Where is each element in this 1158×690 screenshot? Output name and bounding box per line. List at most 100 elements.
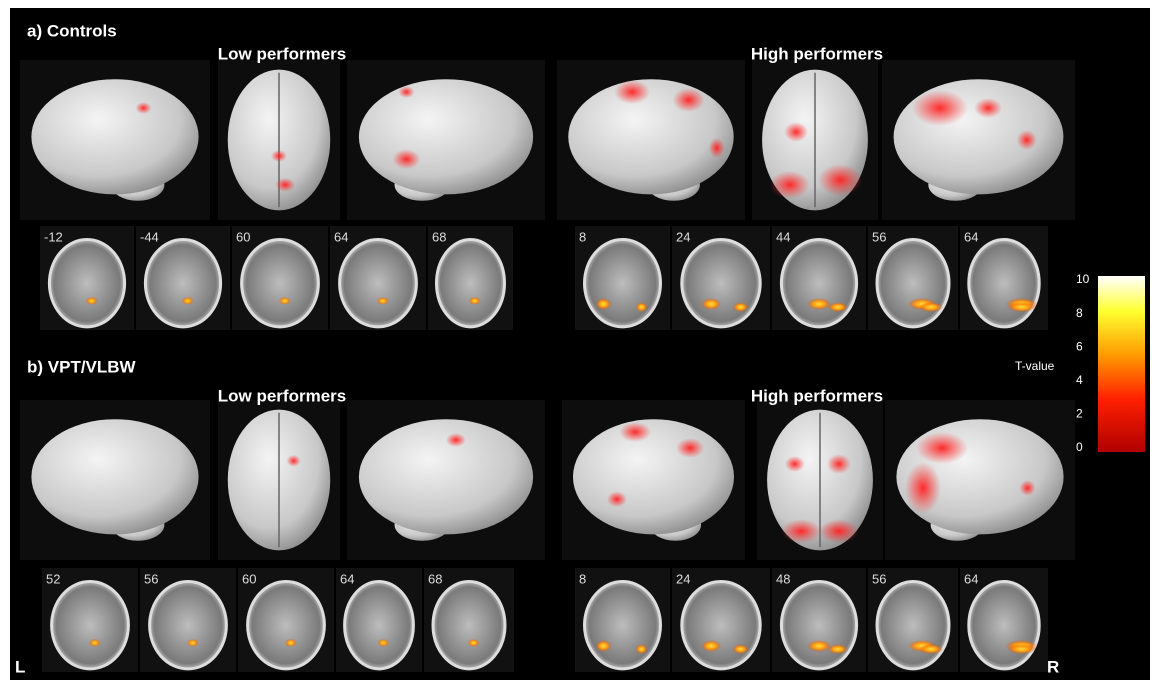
activation: [596, 298, 612, 310]
slice-label: 60: [242, 571, 256, 586]
group-title: High performers: [751, 386, 883, 405]
brain-slice: -44: [136, 226, 230, 330]
activation: [619, 422, 651, 442]
brain-render: [347, 60, 545, 220]
brain-slice: 60: [238, 568, 334, 672]
brain-render: [557, 60, 745, 220]
activation: [819, 519, 859, 543]
activation: [392, 149, 420, 169]
brain-slice: 24: [672, 226, 770, 330]
activation: [770, 171, 810, 199]
activation: [1017, 130, 1037, 150]
slice-label: -44: [140, 229, 159, 244]
slice: [49, 240, 124, 327]
panel-label: b) VPT/VLBW: [27, 357, 137, 376]
brain-slice: 8: [575, 568, 670, 672]
brain-render: [885, 400, 1075, 560]
group-title: Low performers: [218, 386, 346, 405]
activation: [468, 639, 480, 647]
colorbar-tick-label: 10: [1076, 272, 1090, 286]
activation: [279, 297, 291, 305]
slice-label: 56: [144, 571, 158, 586]
cortex: [31, 419, 198, 534]
activation: [275, 178, 295, 192]
slice: [781, 240, 856, 327]
cortex: [573, 419, 734, 534]
activation: [676, 438, 704, 458]
brain-slice: 64: [330, 226, 426, 330]
activation: [469, 297, 481, 305]
colorbar: [1098, 276, 1145, 452]
activation: [785, 456, 805, 472]
activation: [287, 455, 301, 467]
brain-slice: 8: [575, 226, 670, 330]
slice: [585, 240, 661, 327]
slice: [969, 240, 1039, 327]
activation: [673, 88, 705, 112]
activation: [182, 297, 194, 305]
activation: [136, 102, 152, 114]
brain-slice: 44: [772, 226, 866, 330]
activation: [398, 86, 414, 98]
activation: [905, 462, 941, 514]
slice: [682, 240, 760, 327]
panel-label: a) Controls: [27, 21, 117, 40]
brain-slice: 68: [428, 226, 513, 330]
activation: [916, 432, 968, 464]
activation: [919, 644, 943, 654]
activation: [701, 640, 721, 652]
slice: [969, 582, 1039, 669]
slice: [345, 582, 414, 669]
activation: [733, 644, 749, 654]
activation: [636, 302, 648, 312]
activation: [828, 302, 848, 312]
colorbar-tick-label: 0: [1076, 440, 1083, 454]
slice: [437, 240, 505, 327]
brain-slice: 64: [336, 568, 422, 672]
slice-label: 44: [776, 229, 790, 244]
brain-slice: 24: [672, 568, 770, 672]
slice-label: 24: [676, 229, 690, 244]
cortex: [31, 79, 198, 194]
slice-label: 48: [776, 571, 790, 586]
activation: [86, 297, 98, 305]
left-marker: L: [15, 657, 25, 676]
brain-render: [218, 400, 340, 560]
slice: [877, 582, 949, 669]
slice: [248, 582, 325, 669]
slice-label: 68: [428, 571, 442, 586]
slice: [52, 582, 129, 669]
activation: [614, 80, 650, 104]
slice-label: 60: [236, 229, 250, 244]
group-title: High performers: [751, 44, 883, 63]
slice: [585, 582, 661, 669]
activation: [807, 640, 831, 652]
slice-label: 64: [964, 229, 978, 244]
brain-slice: 68: [424, 568, 514, 672]
slice: [242, 240, 319, 327]
activation: [701, 298, 721, 310]
activation: [1008, 302, 1036, 312]
colorbar-tick-label: 4: [1076, 373, 1083, 387]
slice-label: 56: [872, 229, 886, 244]
group-title: Low performers: [218, 44, 346, 63]
slice-label: 68: [432, 229, 446, 244]
slice-label: 52: [46, 571, 60, 586]
slice-label: 64: [340, 571, 354, 586]
brain-slice: 60: [232, 226, 328, 330]
activation: [828, 644, 848, 654]
activation: [1008, 644, 1036, 654]
activation: [781, 519, 821, 543]
slice: [877, 240, 949, 327]
activation: [807, 298, 831, 310]
brain-slice: 56: [868, 568, 958, 672]
cortex: [359, 419, 533, 534]
slice: [433, 582, 505, 669]
right-marker: R: [1047, 657, 1059, 676]
cortex: [359, 79, 533, 194]
colorbar-tick-label: 8: [1076, 306, 1083, 320]
activation: [827, 454, 851, 474]
slice: [340, 240, 417, 327]
activation: [1020, 480, 1036, 496]
colorbar-tick-label: 2: [1076, 407, 1083, 421]
